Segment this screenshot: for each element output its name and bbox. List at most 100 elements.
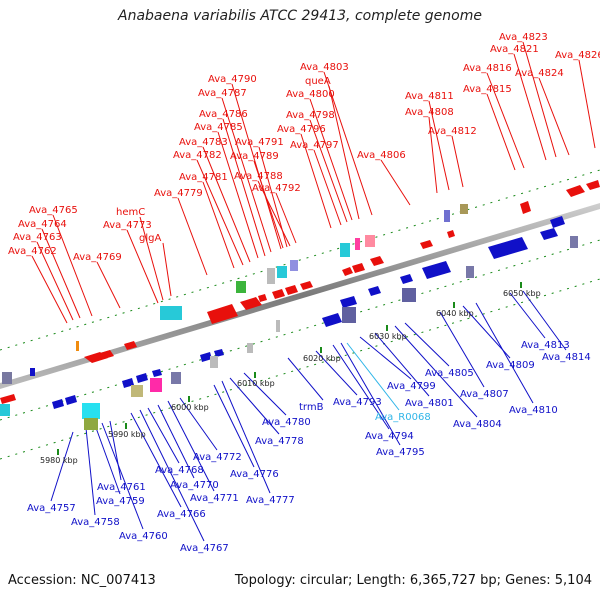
gene-label[interactable]: Ava_4809: [486, 360, 535, 371]
forward-gene-arrow[interactable]: [100, 350, 114, 359]
gene-label[interactable]: Ava_4787: [198, 88, 247, 99]
reverse-gene-arrow[interactable]: [52, 399, 64, 409]
gene-label[interactable]: Ava_4799: [387, 381, 436, 392]
reverse-gene-block[interactable]: [131, 385, 143, 397]
forward-gene-block[interactable]: [2, 372, 12, 384]
gene-label[interactable]: Ava_4758: [71, 517, 120, 528]
gene-label[interactable]: Ava_4813: [521, 340, 570, 351]
reverse-gene-arrow[interactable]: [340, 296, 357, 308]
forward-gene-arrow[interactable]: [352, 263, 365, 273]
gene-label[interactable]: Ava_4804: [453, 419, 502, 430]
reverse-gene-arrow[interactable]: [214, 349, 224, 357]
gene-label[interactable]: Ava_4810: [509, 405, 558, 416]
gene-label[interactable]: Ava_4778: [255, 436, 304, 447]
forward-gene-block[interactable]: [290, 260, 298, 271]
gene-label[interactable]: Ava_4780: [262, 417, 311, 428]
gene-label[interactable]: Ava_4763: [13, 232, 62, 243]
forward-gene-block[interactable]: [236, 281, 246, 293]
gene-label[interactable]: Ava_4823: [499, 32, 548, 43]
gene-label[interactable]: Ava_4760: [119, 531, 168, 542]
gene-label[interactable]: Ava_4771: [190, 493, 239, 504]
forward-gene-block[interactable]: [444, 210, 450, 222]
reverse-gene-arrow[interactable]: [400, 274, 413, 284]
reverse-gene-arrow[interactable]: [152, 369, 162, 377]
gene-label[interactable]: Ava_4786: [199, 109, 248, 120]
reverse-gene-block[interactable]: [247, 343, 253, 353]
gene-label[interactable]: Ava_4816: [463, 63, 512, 74]
gene-label[interactable]: Ava_4805: [425, 368, 474, 379]
forward-gene-arrow[interactable]: [300, 281, 313, 290]
reverse-gene-arrow[interactable]: [200, 352, 212, 362]
gene-label[interactable]: Ava_4767: [180, 543, 229, 554]
gene-label[interactable]: Ava_4798: [286, 110, 335, 121]
gene-label[interactable]: Ava_4812: [428, 126, 477, 137]
gene-label[interactable]: Ava_4765: [29, 205, 78, 216]
forward-gene-block[interactable]: [460, 204, 468, 214]
gene-label[interactable]: Ava_4803: [300, 62, 349, 73]
reverse-gene-arrow[interactable]: [322, 313, 342, 327]
gene-label[interactable]: Ava_4762: [8, 246, 57, 257]
reverse-gene-block[interactable]: [150, 378, 162, 392]
gene-label[interactable]: Ava_4796: [277, 124, 326, 135]
gene-label[interactable]: Ava_4769: [73, 252, 122, 263]
reverse-gene-block[interactable]: [342, 307, 356, 323]
gene-label[interactable]: Ava_4761: [97, 482, 146, 493]
gene-label[interactable]: Ava_4759: [96, 496, 145, 507]
gene-label[interactable]: Ava_4814: [542, 352, 591, 363]
gene-label[interactable]: Ava_4782: [173, 150, 222, 161]
forward-gene-block[interactable]: [30, 368, 35, 376]
reverse-gene-block[interactable]: [466, 266, 474, 278]
gene-label[interactable]: Ava_4788: [234, 171, 283, 182]
gene-label[interactable]: Ava_4776: [230, 469, 279, 480]
gene-label[interactable]: Ava_4826: [555, 50, 600, 61]
gene-label[interactable]: Ava_4768: [155, 465, 204, 476]
gene-label[interactable]: Ava_4793: [333, 397, 382, 408]
gene-label[interactable]: Ava_4777: [246, 495, 295, 506]
gene-label[interactable]: Ava_4766: [157, 509, 206, 520]
reverse-gene-block[interactable]: [171, 372, 181, 384]
gene-label[interactable]: Ava_4807: [460, 389, 509, 400]
gene-label[interactable]: Ava_4791: [235, 137, 284, 148]
gene-label[interactable]: Ava_4789: [230, 151, 279, 162]
reverse-gene-arrow[interactable]: [136, 373, 148, 383]
gene-label[interactable]: Ava_4794: [365, 431, 414, 442]
reverse-gene-arrow[interactable]: [540, 228, 558, 240]
gene-label[interactable]: Ava_4808: [405, 107, 454, 118]
forward-gene-arrow[interactable]: [520, 201, 531, 214]
gene-label[interactable]: Ava_4783: [179, 137, 228, 148]
forward-gene-block[interactable]: [340, 243, 350, 257]
forward-gene-block[interactable]: [365, 235, 375, 247]
forward-gene-arrow[interactable]: [240, 297, 262, 310]
gene-label[interactable]: trmB: [299, 402, 324, 413]
forward-gene-arrow[interactable]: [420, 240, 433, 249]
gene-label[interactable]: Ava_4795: [376, 447, 425, 458]
gene-label[interactable]: Ava_4770: [170, 480, 219, 491]
reverse-gene-block[interactable]: [402, 288, 416, 302]
forward-gene-block[interactable]: [277, 266, 287, 278]
reverse-gene-arrow[interactable]: [368, 286, 381, 296]
forward-gene-block[interactable]: [267, 268, 275, 284]
gene-label[interactable]: Ava_4824: [515, 68, 564, 79]
forward-gene-arrow[interactable]: [0, 394, 16, 404]
gene-label[interactable]: queA: [305, 76, 331, 87]
gene-label[interactable]: Ava_4811: [405, 91, 454, 102]
gene-label[interactable]: Ava_4781: [179, 172, 228, 183]
reverse-gene-arrow[interactable]: [550, 216, 565, 228]
reverse-gene-arrow[interactable]: [65, 395, 77, 405]
reverse-gene-arrow[interactable]: [422, 261, 451, 279]
gene-label[interactable]: Ava_4772: [193, 452, 242, 463]
gene-label[interactable]: Ava_4790: [208, 74, 257, 85]
gene-label[interactable]: Ava_4764: [18, 219, 67, 230]
gene-label[interactable]: Ava_4806: [357, 150, 406, 161]
forward-gene-arrow[interactable]: [447, 230, 455, 238]
forward-gene-block[interactable]: [355, 238, 360, 250]
gene-label[interactable]: glgA: [139, 233, 161, 244]
gene-label[interactable]: hemC: [116, 207, 145, 218]
forward-gene-arrow[interactable]: [285, 285, 298, 295]
gene-label[interactable]: Ava_4779: [154, 188, 203, 199]
reverse-gene-block[interactable]: [570, 236, 578, 248]
forward-gene-arrow[interactable]: [272, 289, 285, 299]
reverse-gene-block[interactable]: [210, 356, 218, 368]
forward-gene-arrow[interactable]: [342, 267, 353, 276]
forward-gene-arrow[interactable]: [124, 341, 137, 350]
